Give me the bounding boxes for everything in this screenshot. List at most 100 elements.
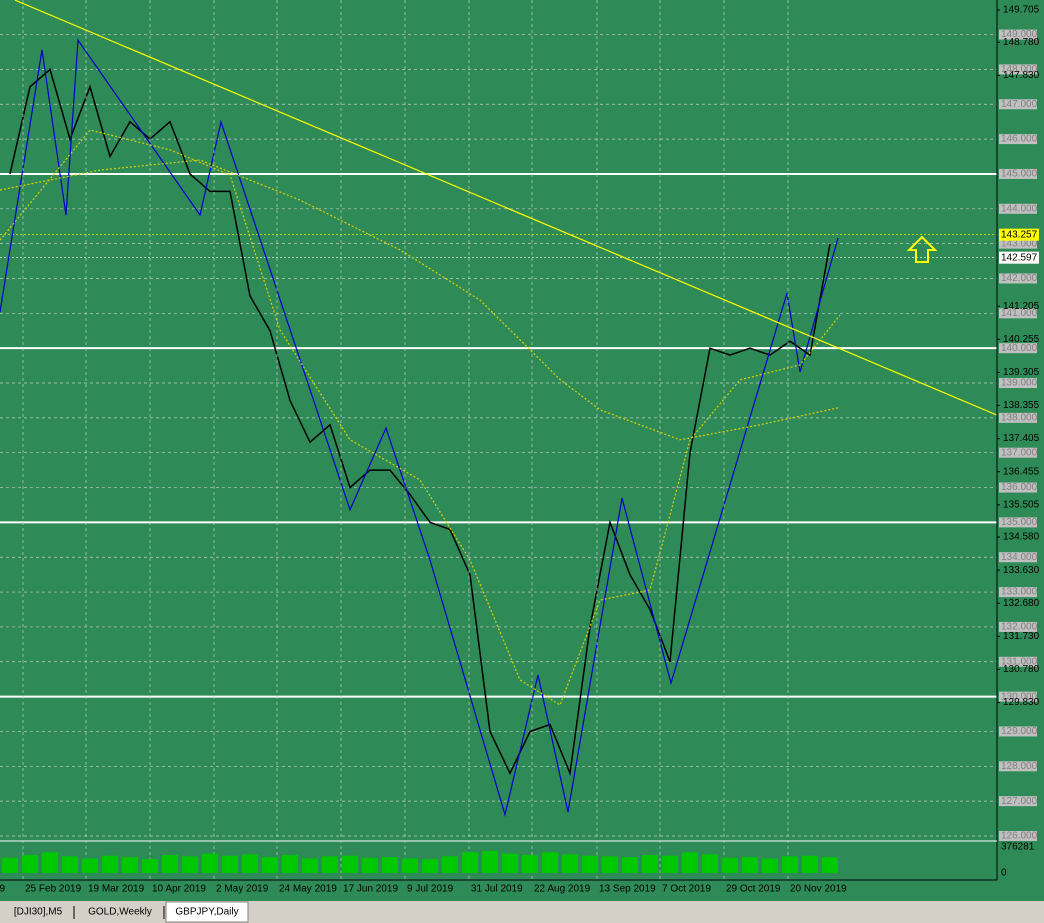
- signal-arrow: [906, 235, 938, 263]
- volume-bar: [602, 856, 618, 873]
- level-box: [999, 99, 1037, 110]
- level-box: [999, 203, 1037, 214]
- volume-bar: [402, 858, 418, 873]
- symbol-tab[interactable]: GOLD,Weekly: [76, 904, 165, 921]
- tab-frame[interactable]: [2, 904, 74, 921]
- price-label: 143.257: [1001, 229, 1038, 240]
- x-tick-label: 20 Nov 2019: [790, 884, 847, 895]
- level-box: [999, 621, 1037, 632]
- symbol-tab[interactable]: GBPJPY,Daily: [165, 901, 249, 923]
- price-box: [999, 228, 1039, 241]
- volume-bar: [682, 852, 698, 873]
- x-tick-label: 31 Jul 2019: [471, 884, 523, 895]
- volume-bar: [582, 855, 598, 873]
- volume-bar: [722, 857, 738, 873]
- level-label: 146.000: [1001, 134, 1038, 145]
- level-box: [999, 482, 1037, 493]
- volume-bar: [42, 852, 58, 873]
- level-box: [999, 64, 1037, 75]
- price-label: 142.597: [1001, 252, 1038, 263]
- volume-bar: [282, 855, 298, 873]
- y-tick-label: 147.830: [1003, 70, 1040, 81]
- volume-bar: [322, 856, 338, 873]
- y-tick-label: 135.505: [1003, 499, 1040, 510]
- level-box: [999, 552, 1037, 563]
- level-box: [999, 726, 1037, 737]
- volume-bar: [182, 856, 198, 873]
- y-tick-label: 137.405: [1003, 433, 1040, 444]
- level-label: 126.000: [1001, 831, 1038, 842]
- volume-bar: [462, 852, 478, 873]
- level-label: 133.000: [1001, 587, 1038, 598]
- level-label: 143.000: [1001, 238, 1038, 249]
- level-label: 135.000: [1001, 517, 1038, 528]
- volume-bar: [782, 856, 798, 873]
- series-line: [0, 38, 839, 818]
- x-tick-label: 2 May 2019: [216, 884, 269, 895]
- volume-bar: [822, 857, 838, 873]
- x-tick-label: 13 Sep 2019: [599, 884, 656, 895]
- x-tick-label: 19 Mar 2019: [88, 884, 145, 895]
- tab-label[interactable]: GOLD,Weekly: [88, 907, 152, 918]
- level-box: [999, 412, 1037, 423]
- y-tick-label: 130.780: [1003, 664, 1040, 675]
- x-tick-label: 10 Apr 2019: [152, 884, 206, 895]
- volume-bar: [622, 857, 638, 873]
- level-box: [999, 343, 1037, 354]
- tab-label[interactable]: [DJI30],M5: [14, 907, 63, 918]
- level-box: [999, 796, 1037, 807]
- volume-bar: [542, 852, 558, 873]
- symbol-tab[interactable]: [DJI30],M5: [2, 904, 75, 921]
- x-tick-label: 22 Aug 2019: [534, 884, 591, 895]
- level-label: 136.000: [1001, 482, 1038, 493]
- volume-bar: [262, 857, 278, 873]
- tab-label[interactable]: GBPJPY,Daily: [175, 907, 238, 918]
- price-box: [999, 251, 1039, 264]
- volume-bar: [762, 858, 778, 873]
- volume-bar: [642, 855, 658, 873]
- volume-bar: [222, 855, 238, 873]
- y-tick-label: 138.355: [1003, 400, 1040, 411]
- y-tick-label: 134.580: [1003, 532, 1040, 543]
- price-pane: [0, 0, 997, 837]
- level-label: 131.000: [1001, 656, 1038, 667]
- level-box: [999, 273, 1037, 284]
- level-label: 137.000: [1001, 447, 1038, 458]
- volume-bar: [362, 857, 378, 873]
- y-tick-label: 148.780: [1003, 37, 1040, 48]
- y-tick-label: 139.305: [1003, 367, 1040, 378]
- tab-bar: [0, 901, 1044, 923]
- level-label: 149.000: [1001, 29, 1038, 40]
- level-box: [999, 378, 1037, 389]
- series-line: [0, 159, 841, 441]
- volume-bar: [662, 855, 678, 873]
- y-tick-label: 131.730: [1003, 631, 1040, 642]
- volume-bar: [122, 857, 138, 873]
- x-tick-label: 24 May 2019: [279, 884, 337, 895]
- level-label: 142.000: [1001, 273, 1038, 284]
- level-box: [999, 691, 1037, 702]
- tab-frame[interactable]: [76, 904, 164, 921]
- y-tick-label: 140.255: [1003, 334, 1040, 345]
- y-tick-label: 129.830: [1003, 697, 1040, 708]
- level-box: [999, 447, 1037, 458]
- tab-frame[interactable]: [165, 901, 249, 923]
- volume-bar: [522, 855, 538, 873]
- volume-bar: [562, 854, 578, 873]
- volume-bar: [422, 859, 438, 873]
- volume-bar: [102, 855, 118, 873]
- volume-bar: [142, 859, 158, 873]
- level-box: [999, 587, 1037, 598]
- y-tick-label: 132.680: [1003, 598, 1040, 609]
- level-box: [999, 168, 1037, 179]
- level-label: 127.000: [1001, 796, 1038, 807]
- x-tick-label: 17 Jun 2019: [343, 884, 398, 895]
- volume-bar: [242, 854, 258, 873]
- level-box: [999, 29, 1037, 40]
- x-tick-label: 25 Feb 2019: [25, 884, 82, 895]
- volume-tick-label: 0: [1001, 868, 1007, 879]
- y-tick-label: 141.205: [1003, 301, 1040, 312]
